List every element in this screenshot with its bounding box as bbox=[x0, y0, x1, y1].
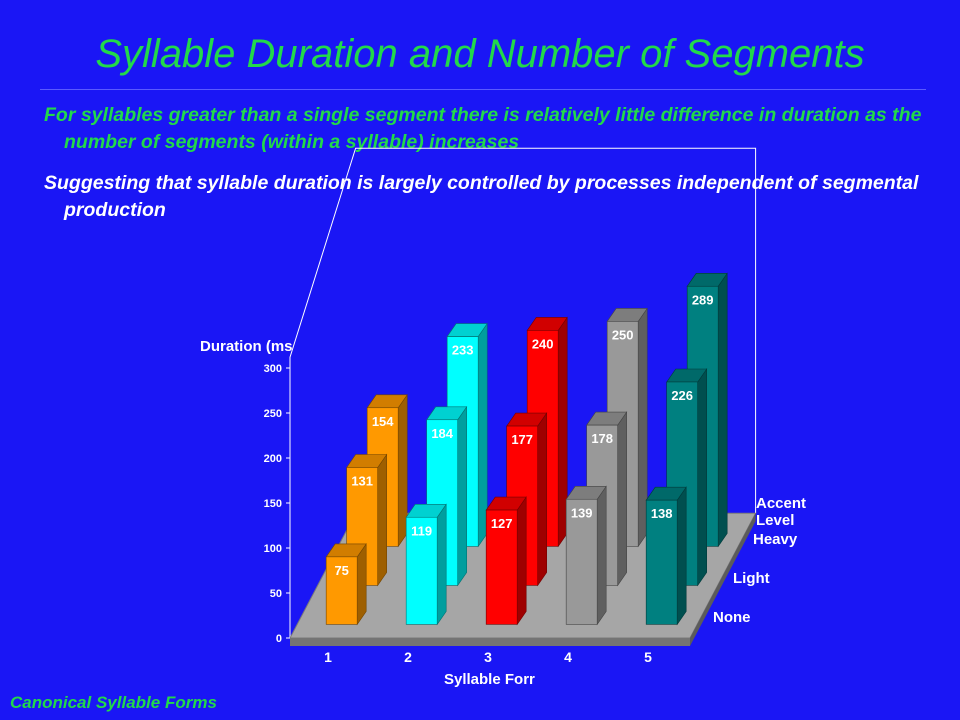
y-tick-label: 200 bbox=[264, 453, 282, 465]
bar-none-2: 119 bbox=[405, 503, 447, 626]
z-axis-title: Level bbox=[756, 512, 794, 529]
bar-front bbox=[645, 499, 678, 625]
y-tick-label: 150 bbox=[264, 498, 282, 510]
bar-value-label: 226 bbox=[671, 388, 693, 403]
bar-front bbox=[485, 509, 518, 625]
z-tick-label: Light bbox=[733, 570, 770, 587]
bar-side bbox=[356, 542, 367, 626]
y-tick-label: 50 bbox=[270, 588, 282, 600]
bar-side bbox=[397, 393, 408, 548]
y-tick-label: 250 bbox=[264, 408, 282, 420]
bar-value-label: 131 bbox=[351, 473, 373, 488]
bar-side bbox=[477, 322, 488, 548]
bar-front bbox=[405, 516, 438, 625]
bar-value-label: 154 bbox=[372, 414, 394, 429]
bar-none-5: 138 bbox=[645, 486, 687, 626]
bar-side bbox=[436, 503, 447, 626]
bar-side bbox=[557, 316, 568, 548]
bar-light-5: 226 bbox=[666, 368, 708, 587]
x-axis-title: Syllable Forr bbox=[444, 671, 535, 688]
x-tick-label: 3 bbox=[484, 649, 492, 665]
x-tick-label: 1 bbox=[324, 649, 332, 665]
footer-label: Canonical Syllable Forms bbox=[10, 693, 217, 712]
title-divider bbox=[40, 89, 926, 90]
bar-value-label: 240 bbox=[532, 336, 554, 351]
bar-value-label: 250 bbox=[612, 327, 634, 342]
bullet-2: Suggesting that syllable duration is lar… bbox=[44, 172, 919, 221]
z-tick-label: Heavy bbox=[753, 531, 798, 548]
bar-value-label: 178 bbox=[591, 431, 613, 446]
bullet-1: For syllables greater than a single segm… bbox=[44, 104, 922, 153]
slide-title: Syllable Duration and Number of Segments bbox=[95, 32, 865, 76]
bar-side bbox=[676, 486, 687, 626]
x-tick-label: 4 bbox=[564, 649, 572, 665]
bar-front bbox=[565, 498, 598, 625]
bar-value-label: 177 bbox=[511, 432, 533, 447]
z-tick-label: None bbox=[713, 609, 751, 626]
chart-floor-side-edge bbox=[690, 513, 756, 646]
bar-side bbox=[637, 307, 648, 548]
bar-none-4: 139 bbox=[565, 485, 607, 626]
bar-side bbox=[377, 453, 388, 587]
chart-floor-front-edge bbox=[290, 638, 690, 646]
bar-value-label: 119 bbox=[411, 523, 432, 538]
bar-side bbox=[537, 412, 548, 587]
bar-front bbox=[325, 556, 358, 625]
x-tick-label: 5 bbox=[644, 649, 652, 665]
bar-side bbox=[617, 411, 628, 587]
bar-side bbox=[596, 485, 607, 626]
chart-bars: 154 233 240 250 289 131 184 177 178 226 75 119 127 13… bbox=[325, 272, 728, 626]
chart-wall-outline bbox=[289, 147, 757, 638]
z-axis-title: Accent bbox=[756, 495, 806, 512]
bar-side bbox=[697, 368, 708, 587]
chart-axes: 0 50 100 150 200 250 300 Duration (ms 1 2 3 4 5 Sylla… bbox=[200, 338, 806, 688]
bar-value-label: 139 bbox=[571, 505, 593, 520]
bar-side bbox=[516, 496, 527, 626]
bar-value-label: 138 bbox=[651, 506, 673, 521]
bar-none-3: 127 bbox=[485, 496, 527, 626]
y-axis-title: Duration (ms bbox=[200, 338, 293, 355]
bar-side bbox=[457, 405, 468, 587]
y-tick-label: 300 bbox=[264, 363, 282, 375]
y-tick-label: 0 bbox=[276, 633, 282, 645]
bar-value-label: 233 bbox=[452, 343, 474, 358]
bar-value-label: 184 bbox=[431, 426, 453, 441]
bar-none-1: 75 bbox=[325, 542, 367, 626]
y-tick-label: 100 bbox=[264, 543, 282, 555]
bar-value-label: 127 bbox=[491, 516, 513, 531]
bar-value-label: 75 bbox=[334, 563, 348, 578]
x-tick-label: 2 bbox=[404, 649, 412, 665]
bar-value-label: 289 bbox=[692, 292, 714, 307]
bar-side bbox=[717, 272, 728, 548]
